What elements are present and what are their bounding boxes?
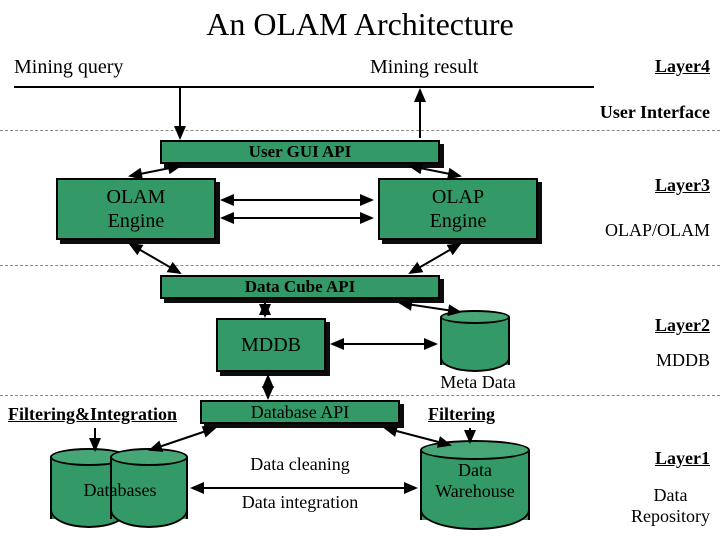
filtering-label: Filtering — [428, 404, 495, 425]
layer1-label: Layer1 — [655, 448, 710, 469]
meta-data-cylinder — [440, 310, 510, 372]
layer2-sub: MDDB — [656, 350, 710, 371]
layer3-label: Layer3 — [655, 175, 710, 196]
layer4-sub: User Interface — [600, 102, 710, 123]
layer4-label: Layer4 — [655, 56, 710, 77]
mddb-box: MDDB — [216, 318, 326, 372]
olam-engine-box: OLAM Engine — [56, 178, 216, 240]
page-title: An OLAM Architecture — [0, 6, 720, 43]
layer1-sub: Data Repository — [631, 485, 710, 527]
olap-engine-box: OLAP Engine — [378, 178, 538, 240]
filtering-integration-label: Filtering&Integration — [8, 404, 177, 425]
dashed-line-3 — [0, 395, 720, 396]
databases-label: Databases — [60, 480, 180, 501]
layer3-sub: OLAP/OLAM — [605, 220, 710, 241]
database-api-bar: Database API — [200, 400, 400, 424]
top-divider — [14, 86, 594, 88]
data-cleaning-label: Data cleaning — [220, 454, 380, 475]
meta-data-label: Meta Data — [403, 372, 553, 393]
mining-result-label: Mining result — [370, 56, 478, 79]
dashed-line-1 — [0, 130, 720, 131]
user-gui-api-bar: User GUI API — [160, 140, 440, 164]
layer2-label: Layer2 — [655, 315, 710, 336]
data-warehouse-label: Data Warehouse — [420, 460, 530, 502]
data-integration-label: Data integration — [215, 492, 385, 513]
mining-query-label: Mining query — [14, 56, 123, 79]
dashed-line-2 — [0, 265, 720, 266]
data-cube-api-bar: Data Cube API — [160, 275, 440, 299]
